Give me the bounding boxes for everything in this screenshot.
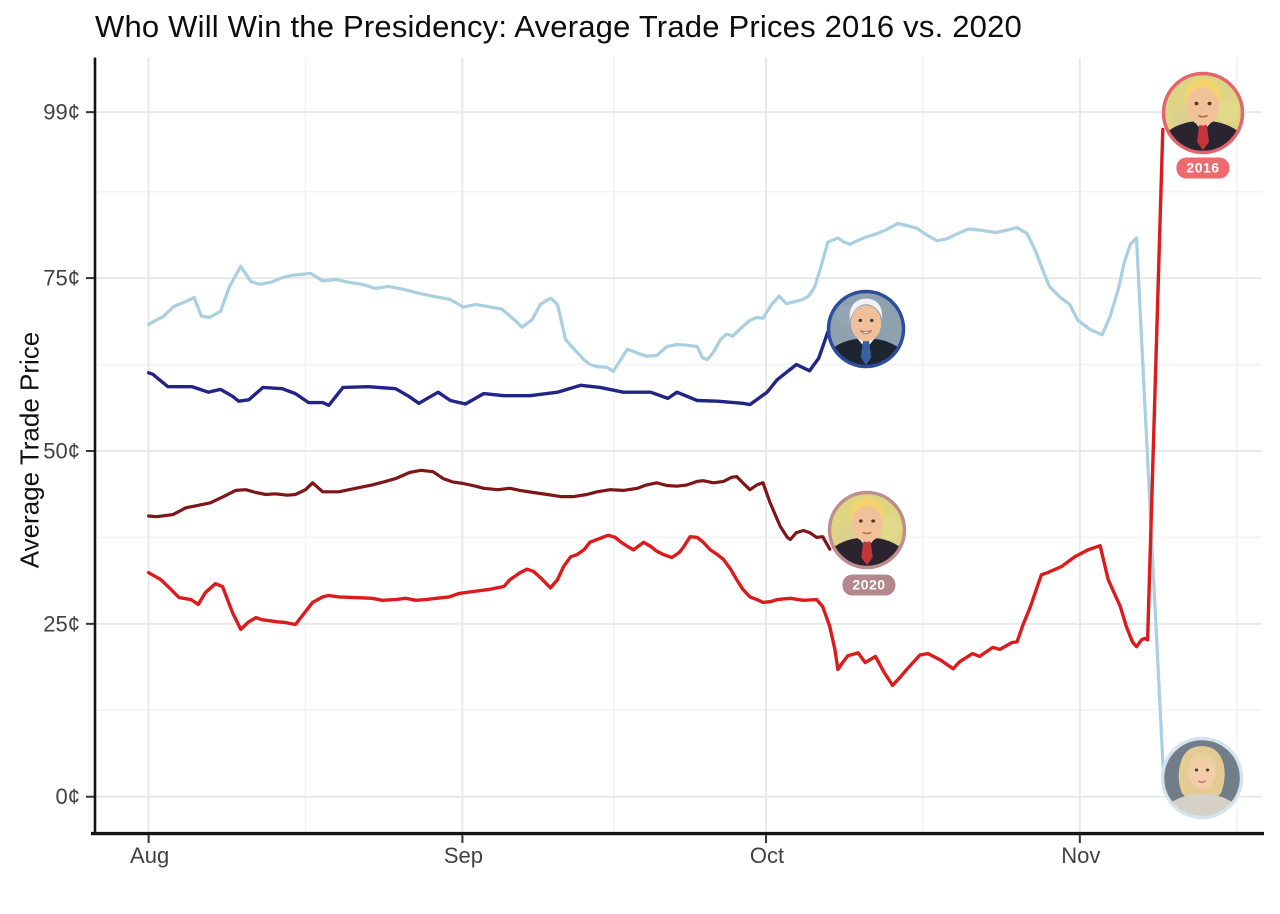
y-axis-ticks: 0¢ 25¢ 50¢ 75¢ 99¢ <box>43 100 94 809</box>
biden-2020-avatar <box>826 289 906 369</box>
chart-title: Who Will Win the Presidency: Average Tra… <box>95 9 1022 44</box>
series-line-trump-2016 <box>146 127 1165 688</box>
clinton-2016-avatar <box>1160 736 1244 820</box>
x-tick-label-aug: Aug <box>130 843 169 868</box>
series-line-trump-2020 <box>147 468 832 551</box>
axes <box>91 57 1264 836</box>
trump-2020-avatar <box>827 490 907 570</box>
x-tick-label-nov: Nov <box>1061 843 1100 868</box>
series-line-biden-2020 <box>146 330 830 407</box>
trump-2016-avatar <box>1161 71 1245 155</box>
y-tick-label-50: 50¢ <box>43 438 80 463</box>
y-tick-label-75: 75¢ <box>43 266 80 291</box>
x-tick-label-sep: Sep <box>444 843 483 868</box>
y-tick-label-99: 99¢ <box>43 100 80 125</box>
gridlines-major <box>96 57 1262 832</box>
x-axis-ticks: Aug Sep Oct Nov <box>130 835 1100 868</box>
x-tick-label-oct: Oct <box>750 843 784 868</box>
gridlines-minor <box>96 57 1262 832</box>
trump-face-icon <box>1164 74 1242 152</box>
series-line-clinton-2016 <box>147 221 1166 784</box>
y-tick-label-0: 0¢ <box>56 784 80 809</box>
y-tick-label-25: 25¢ <box>43 611 80 636</box>
